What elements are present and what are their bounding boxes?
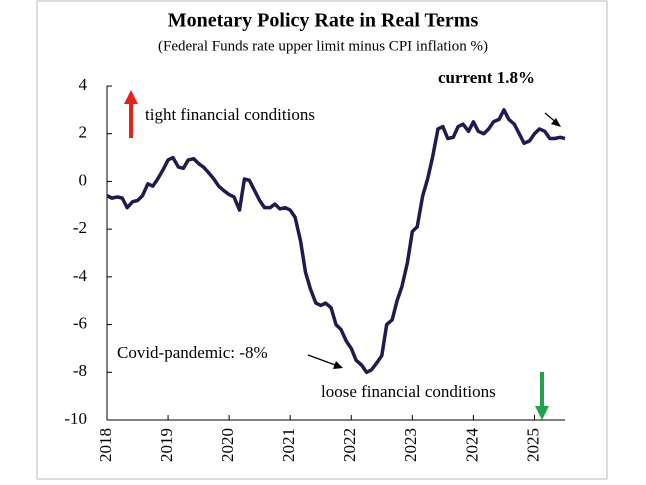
- annotation: loose financial conditions: [321, 382, 496, 401]
- x-tick-label: 2019: [157, 428, 176, 462]
- annotation: Covid-pandemic: -8%: [117, 343, 268, 362]
- y-tick-label: -8: [73, 361, 87, 380]
- y-tick-label: -10: [64, 409, 87, 428]
- chart-title: Monetary Policy Rate in Real Terms: [168, 10, 479, 32]
- y-tick-label: -6: [73, 313, 87, 332]
- annotation: tight financial conditions: [145, 105, 315, 124]
- chart-subtitle: (Federal Funds rate upper limit minus CP…: [158, 38, 488, 54]
- covid-arrow: [307, 354, 343, 369]
- tight-arrow: [124, 90, 138, 138]
- y-tick-label: -4: [73, 266, 88, 285]
- x-tick-label: 2022: [340, 428, 359, 462]
- y-tick-label: 2: [79, 123, 88, 142]
- x-tick-label: 2023: [401, 428, 420, 462]
- x-tick-label: 2020: [218, 428, 237, 462]
- y-tick-label: -2: [73, 218, 87, 237]
- y-tick-label: 4: [79, 75, 88, 94]
- x-tick-label: 2025: [523, 428, 542, 462]
- y-tick-label: 0: [79, 170, 88, 189]
- annotation: current 1.8%: [438, 68, 535, 87]
- x-tick-label: 2018: [96, 428, 115, 462]
- loose-arrow: [535, 372, 549, 420]
- x-tick-label: 2021: [279, 428, 298, 462]
- x-tick-label: 2024: [462, 428, 481, 463]
- current-arrow: [544, 112, 561, 127]
- series-line: [106, 108, 566, 375]
- frame: [36, 0, 608, 480]
